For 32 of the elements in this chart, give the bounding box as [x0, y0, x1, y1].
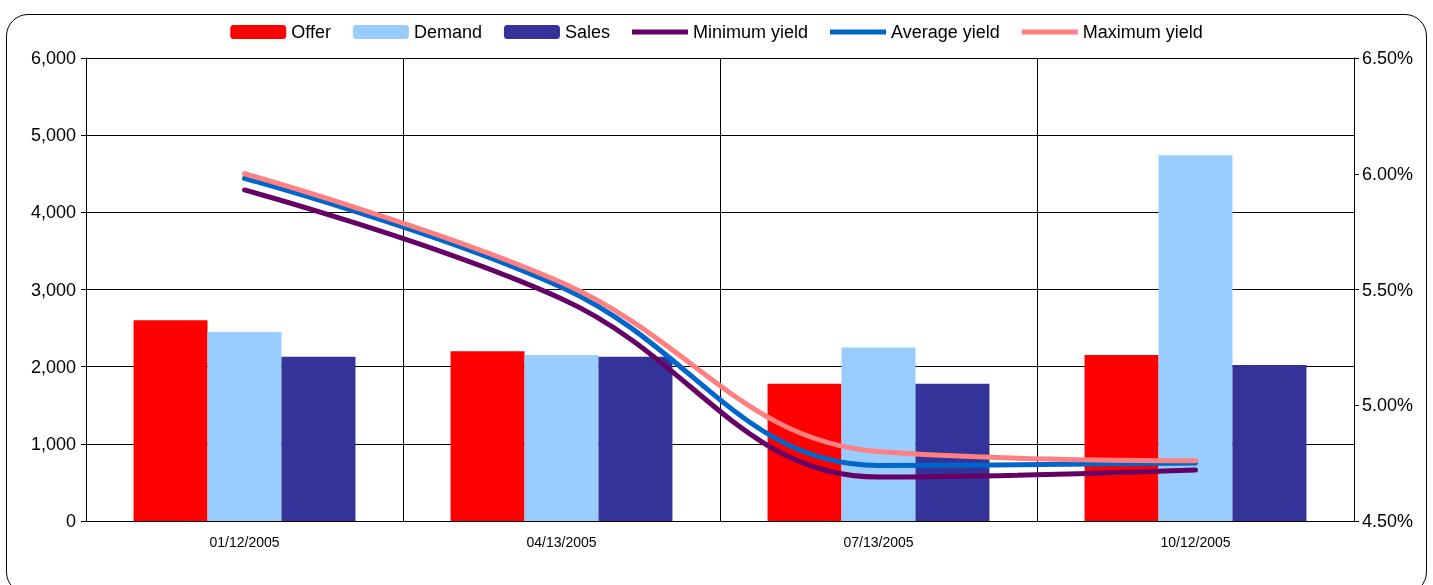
- y-tick-label: 1,000: [30, 433, 76, 454]
- y-tick-label: 3,000: [30, 279, 76, 300]
- y2-tick-label: 5.00%: [1362, 395, 1414, 416]
- y-tick-label: 6,000: [30, 48, 76, 68]
- x-tick-label: 01/12/2005: [209, 534, 280, 550]
- legend-label: Demand: [413, 22, 482, 42]
- x-tick-label: 10/12/2005: [1160, 534, 1231, 550]
- y2-tick-label: 5.50%: [1362, 279, 1414, 300]
- legend-label: Average yield: [891, 22, 1000, 42]
- y-tick-label: 5,000: [30, 125, 76, 146]
- y-tick-label: 2,000: [30, 356, 76, 377]
- y2-tick-label: 4.50%: [1362, 511, 1414, 531]
- bar: [524, 355, 599, 521]
- y-tick-label: 0: [65, 511, 76, 531]
- bar: [1158, 155, 1233, 521]
- legend-label: Sales: [564, 22, 610, 42]
- bar: [598, 356, 673, 521]
- y2-tick-label: 6.50%: [1362, 48, 1414, 68]
- y2-tick-label: 6.00%: [1362, 163, 1414, 184]
- legend-label: Maximum yield: [1082, 22, 1203, 42]
- y-tick-label: 4,000: [30, 202, 76, 223]
- x-tick-label: 07/13/2005: [843, 534, 914, 550]
- bar: [841, 347, 916, 521]
- bar: [1084, 355, 1159, 521]
- x-tick-label: 04/13/2005: [526, 534, 597, 550]
- legend-label: Offer: [291, 22, 331, 42]
- bar: [133, 320, 208, 521]
- bar: [450, 351, 525, 521]
- bar: [281, 356, 356, 521]
- legend-label: Minimum yield: [692, 22, 809, 42]
- bar: [1232, 365, 1307, 521]
- bar: [207, 331, 282, 521]
